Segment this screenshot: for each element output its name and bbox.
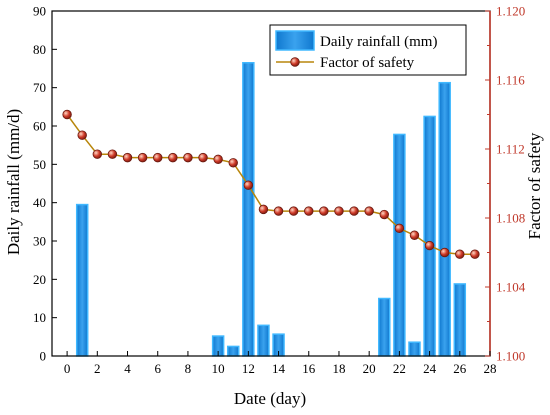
y-right-tick-label: 1.116: [496, 73, 525, 88]
y-left-tick-label: 50: [33, 157, 46, 172]
bar: [242, 62, 255, 357]
y-axis-right-label: Factor of safety: [525, 132, 544, 239]
legend: Daily rainfall (mm) Factor of safety: [269, 24, 467, 76]
y-right-tick-label: 1.100: [496, 349, 525, 364]
x-tick-label: 0: [64, 361, 71, 376]
x-tick-label: 2: [94, 361, 101, 376]
x-tick-label: 26: [453, 361, 467, 376]
x-axis-label: Date (day): [234, 389, 306, 408]
safety-point: [455, 249, 465, 259]
y-right-tick-label: 1.120: [496, 4, 525, 19]
y-left-tick-label: 0: [40, 349, 47, 364]
y-left-tick-label: 70: [33, 80, 46, 95]
y-left-tick-label: 90: [33, 4, 46, 19]
safety-point: [243, 180, 254, 190]
bar: [257, 324, 270, 357]
safety-point: [137, 152, 148, 163]
safety-point: [364, 206, 374, 216]
x-tick-label: 20: [363, 361, 376, 376]
x-tick-label: 8: [185, 361, 192, 376]
y-left-tick-label: 40: [33, 195, 46, 210]
y-right-tick-label: 1.104: [496, 280, 526, 295]
bar: [453, 283, 467, 357]
safety-point: [213, 154, 223, 165]
safety-point: [62, 109, 72, 120]
safety-point: [168, 152, 178, 163]
safety-point: [228, 158, 238, 168]
bar: [75, 203, 89, 357]
bar: [226, 345, 240, 357]
axes: [51, 10, 491, 357]
safety-point: [424, 240, 435, 251]
safety-point: [470, 249, 480, 259]
safety-point: [304, 206, 314, 216]
safety-point: [394, 223, 405, 234]
bar: [423, 115, 436, 357]
safety-point: [77, 130, 87, 140]
safety-point: [153, 152, 163, 163]
x-tick-label: 28: [484, 361, 497, 376]
legend-bar-label: Daily rainfall (mm): [320, 34, 437, 50]
safety-point: [288, 206, 299, 216]
bar-series: [75, 62, 467, 357]
y-left-tick-label: 80: [33, 42, 46, 57]
legend-line-label: Factor of safety: [320, 55, 415, 71]
y-right-tick-label: 1.112: [496, 142, 525, 157]
x-tick-label: 16: [302, 361, 316, 376]
legend-line-marker: [290, 57, 300, 67]
safety-point: [334, 206, 344, 216]
legend-bar-swatch: [275, 30, 315, 51]
x-tick-label: 24: [423, 361, 437, 376]
safety-point: [92, 149, 103, 159]
safety-point: [107, 149, 118, 159]
y-right-tick-label: 1.108: [496, 211, 525, 226]
bar: [408, 341, 421, 357]
safety-point: [379, 209, 389, 220]
safety-point: [409, 230, 420, 240]
safety-point: [258, 204, 269, 215]
bar: [438, 81, 451, 357]
safety-point: [319, 206, 329, 216]
y-left-tick-label: 20: [33, 272, 46, 287]
x-tick-label: 12: [242, 361, 255, 376]
bar: [393, 133, 406, 357]
x-tick-label: 14: [272, 361, 286, 376]
x-tick-label: 4: [124, 361, 131, 376]
x-tick-label: 18: [332, 361, 345, 376]
safety-line: [66, 114, 475, 255]
x-tick-label: 6: [154, 361, 161, 376]
y-left-tick-label: 10: [33, 310, 46, 325]
safety-point: [198, 152, 208, 163]
y-left-tick-label: 60: [33, 119, 46, 134]
safety-point: [183, 152, 193, 163]
bar: [378, 297, 391, 357]
y-left-tick-label: 30: [33, 234, 46, 249]
safety-point: [273, 206, 284, 216]
line-series: [62, 109, 480, 259]
tick-labels: 0 2 4 6 8 10 12 14 16 18 20 22 24 26 28010203040506070…: [33, 4, 526, 377]
safety-point: [439, 247, 450, 258]
safety-point: [122, 152, 133, 163]
safety-point: [349, 206, 359, 216]
x-tick-label: 22: [393, 361, 406, 376]
y-axis-left-label: Daily rainfall (mm/d): [4, 109, 23, 255]
x-tick-label: 10: [212, 361, 225, 376]
